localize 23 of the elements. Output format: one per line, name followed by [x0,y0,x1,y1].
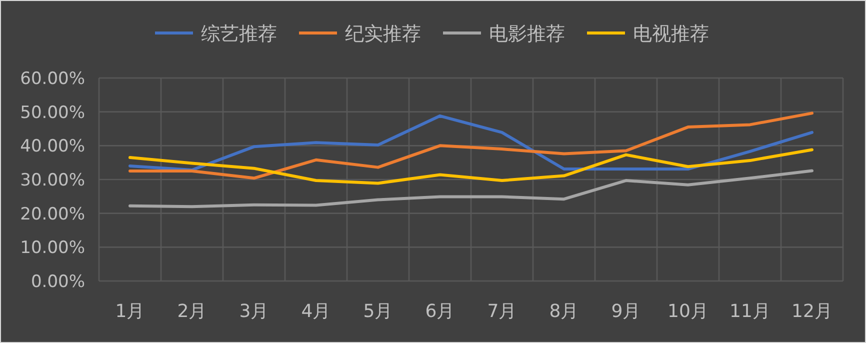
ytick: 10.00% [20,238,85,258]
legend-label: 综艺推荐 [201,23,277,45]
xtick: 9月 [611,301,641,322]
ytick: 0.00% [30,272,85,292]
xtick: 7月 [487,301,517,322]
xtick: 5月 [363,301,393,322]
xtick: 10月 [668,301,708,322]
legend-label: 电影推荐 [489,23,565,45]
xtick: 12月 [792,301,832,322]
xtick: 4月 [301,301,331,322]
legend-label: 电视推荐 [633,23,709,45]
xtick: 6月 [425,301,455,322]
legend-label: 纪实推荐 [345,23,421,45]
xtick: 1月 [115,301,145,322]
ytick: 20.00% [20,204,85,224]
ytick: 50.00% [20,102,85,123]
xtick: 2月 [177,301,207,322]
ytick: 40.00% [20,136,85,157]
ytick: 60.00% [20,69,85,89]
ytick: 30.00% [20,170,85,190]
xtick: 11月 [730,301,770,322]
xtick: 8月 [549,301,579,322]
xtick: 3月 [239,301,269,322]
